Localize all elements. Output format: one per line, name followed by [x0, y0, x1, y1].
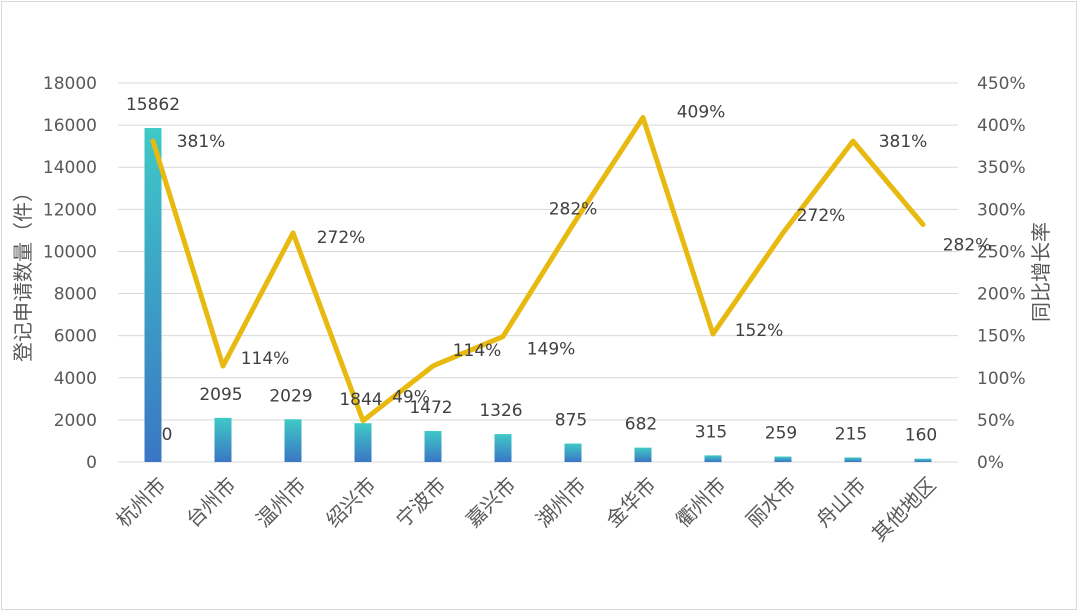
- bar: [424, 431, 442, 462]
- category-label: 舟山市: [811, 473, 870, 532]
- bar-value-label: 15862: [126, 95, 180, 115]
- category-label: 衢州市: [671, 473, 730, 532]
- line-point: [572, 223, 574, 225]
- bar-value-label: 160: [905, 426, 937, 446]
- y2-tick-label: 50%: [977, 411, 1015, 431]
- bar-value-label: 259: [765, 424, 797, 444]
- bar-value-label: 215: [835, 424, 867, 444]
- line-point: [222, 365, 224, 367]
- bar-value-label: 1326: [479, 401, 522, 421]
- line-value-label: 152%: [735, 321, 784, 341]
- bar: [634, 447, 652, 462]
- y2-tick-label: 450%: [977, 74, 1026, 94]
- y-tick-label: 16000: [43, 116, 97, 136]
- category-label: 温州市: [251, 473, 310, 532]
- y-tick-label: 6000: [54, 327, 97, 347]
- bar: [284, 419, 302, 462]
- category-label: 绍兴市: [321, 473, 380, 532]
- y2-tick-label: 100%: [977, 369, 1026, 389]
- category-label: 其他地区: [867, 473, 941, 547]
- line-point: [502, 336, 504, 338]
- bar: [844, 457, 862, 462]
- y-tick-label: 8000: [54, 285, 97, 305]
- line-value-label: 114%: [241, 349, 290, 369]
- y-tick-label: 12000: [43, 200, 97, 220]
- y-tick-label: 2000: [54, 411, 97, 431]
- growth-line: [150, 115, 926, 424]
- line-point: [852, 140, 854, 142]
- y2-tick-label: 300%: [977, 200, 1026, 220]
- category-label: 嘉兴市: [461, 473, 520, 532]
- data-labels: 15862 2095 2029 1844 1472 1326 875 682 315 259 215…: [126, 95, 991, 446]
- line-value-label: 381%: [879, 132, 928, 152]
- line-point: [292, 232, 294, 234]
- bar: [704, 455, 722, 462]
- y-tick-label: 4000: [54, 369, 97, 389]
- line-point: [362, 420, 364, 422]
- line-value-label: 282%: [943, 235, 992, 255]
- bar-value-label: 1472: [409, 398, 452, 418]
- category-label: 杭州市: [111, 473, 170, 532]
- y2-tick-label: 0%: [977, 453, 1004, 473]
- line-series: [150, 115, 926, 424]
- y2-tick-label: 350%: [977, 158, 1026, 178]
- bar-value-label: 682: [625, 415, 657, 435]
- line-point: [152, 140, 154, 142]
- bar-value-label: 1844: [339, 390, 382, 410]
- bar: [564, 443, 582, 462]
- y-tick-label: 10000: [43, 242, 97, 262]
- line-value-label: 272%: [797, 206, 846, 226]
- line-point: [432, 365, 434, 367]
- line-value-label: 114%: [453, 341, 502, 361]
- bar-series: [144, 128, 932, 462]
- bar: [774, 456, 792, 462]
- y-tick-label: 18000: [43, 74, 97, 94]
- y2-tick-label: 400%: [977, 116, 1026, 136]
- y-tick-label: 0: [86, 453, 97, 473]
- bar: [494, 434, 512, 462]
- bar-value-label: 875: [555, 411, 587, 431]
- category-label: 湖州市: [531, 473, 590, 532]
- y-axis-title: 登记申请数量（件）: [11, 182, 35, 362]
- y2-tick-label: 150%: [977, 327, 1026, 347]
- line-point: [712, 333, 714, 335]
- line-point: [642, 117, 644, 119]
- bar: [214, 417, 232, 462]
- line-value-label: 282%: [549, 199, 598, 219]
- category-label: 金华市: [601, 473, 660, 532]
- y2-tick-label: 250%: [977, 242, 1026, 262]
- category-label: 台州市: [181, 473, 240, 532]
- line-value-label: 381%: [177, 132, 226, 152]
- bar-value-label: 2095: [199, 385, 242, 405]
- bar-value-label: 315: [695, 422, 727, 442]
- y2-axis-title: 同比增长率: [1029, 222, 1053, 322]
- line-point: [922, 223, 924, 225]
- line-value-label: 149%: [527, 340, 576, 360]
- line-value-label: 49%: [392, 388, 430, 408]
- line-value-label: 272%: [317, 228, 366, 248]
- bar: [144, 128, 162, 462]
- category-label: 宁波市: [391, 473, 450, 532]
- bar: [914, 458, 932, 462]
- y-axis-ticks: 0 2000 4000 6000 8000 10000 12000 14000 16000 180…: [43, 74, 97, 473]
- y2-tick-label: 200%: [977, 285, 1026, 305]
- bar-value-label: 2029: [269, 386, 312, 406]
- extra-label: 0: [162, 425, 173, 445]
- y2-axis-ticks: 0% 50% 100% 150% 200% 250% 300% 350% 400% 450%: [977, 74, 1026, 473]
- line-point: [782, 232, 784, 234]
- gridlines: [118, 82, 958, 463]
- y-tick-label: 14000: [43, 158, 97, 178]
- bar: [354, 423, 372, 462]
- line-value-label: 409%: [677, 103, 726, 123]
- category-label: 丽水市: [741, 473, 800, 532]
